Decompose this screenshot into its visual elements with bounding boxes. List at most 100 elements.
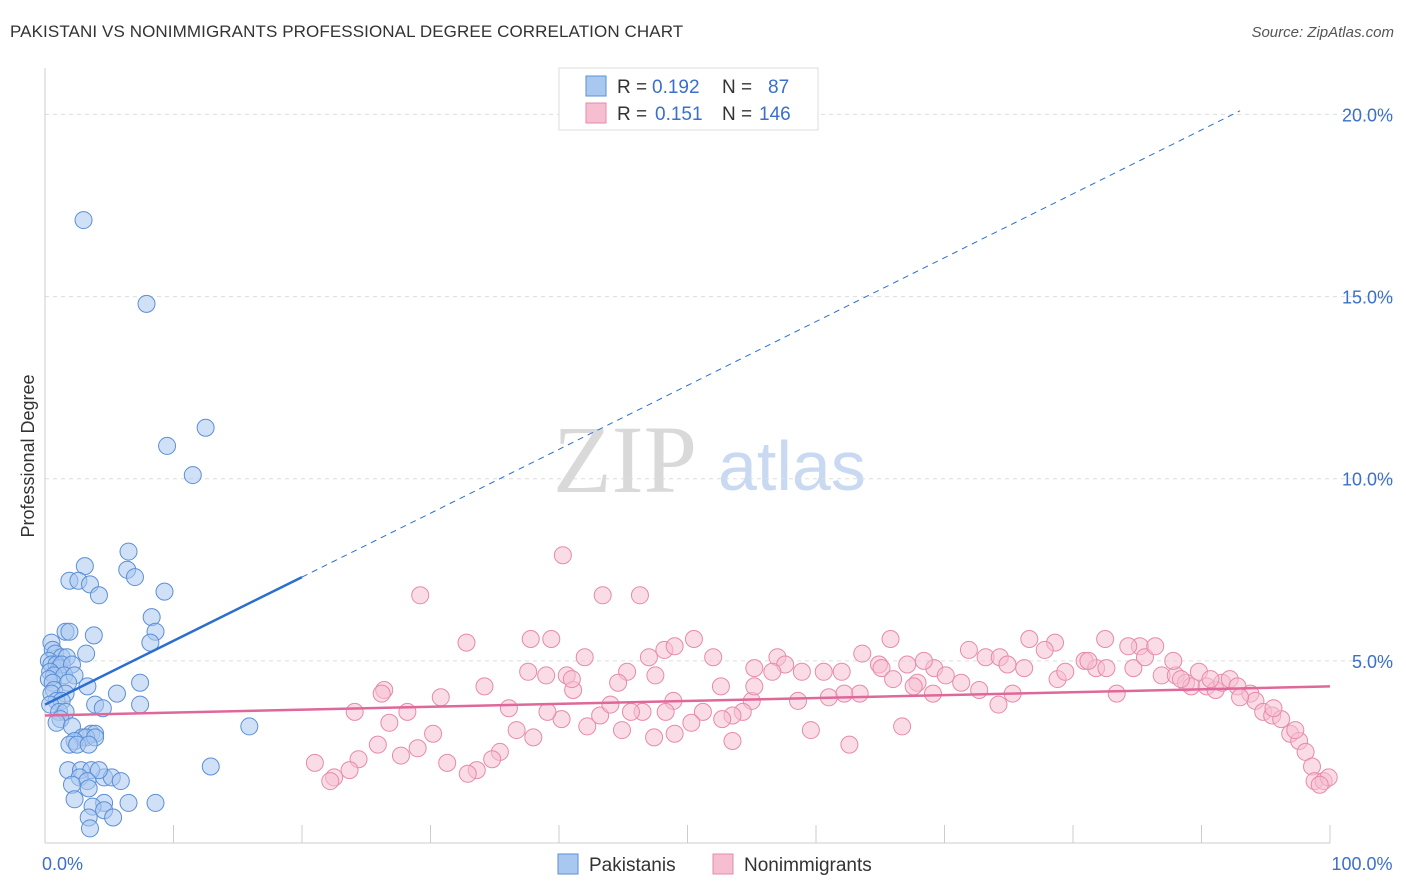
nonimmigrants-point-81 (1119, 637, 1138, 656)
nonimmigrants-point-139 (431, 688, 450, 707)
nonimmigrants-point-33 (884, 670, 903, 689)
x-tick-labels: 0.0% 100.0% (42, 854, 1393, 874)
watermark-atlas: atlas (718, 427, 866, 505)
nonimmigrants-point-143 (840, 735, 859, 754)
pakistanis-point-17 (60, 622, 79, 641)
nonimmigrants-point-79 (1164, 651, 1183, 670)
nonimmigrants-point-99 (789, 691, 808, 710)
nonimmigrants-point-32 (872, 659, 891, 678)
nonimmigrants-point-131 (368, 735, 387, 754)
nonimmigrants-point-137 (345, 702, 364, 721)
source-label: Source: ZipAtlas.com (1251, 24, 1394, 41)
nonimmigrants-point-7 (639, 648, 658, 667)
pakistanis-point-68 (111, 772, 130, 791)
legend-r-value-pink: 0.151 (655, 104, 703, 125)
x-tick-label-0: 0.0% (42, 854, 83, 874)
nonimmigrants-point-85 (1035, 640, 1054, 659)
nonimmigrants-point-73 (1310, 775, 1329, 794)
nonimmigrants-point-122 (483, 750, 502, 769)
legend-swatch-blue (585, 75, 607, 97)
nonimmigrants-point-80 (1146, 637, 1165, 656)
y-tick-label-2: 15.0% (1342, 288, 1393, 308)
pakistanis-point-49 (93, 699, 112, 718)
legend-bottom-swatch-nonimmigrants (712, 853, 734, 875)
nonimmigrants-point-14 (792, 662, 811, 681)
nonimmigrants-point-96 (835, 684, 854, 703)
nonimmigrants-point-117 (552, 710, 571, 729)
pakistanis-point-5 (119, 542, 138, 561)
nonimmigrants-point-5 (521, 630, 540, 648)
legend-bottom-label-pakistanis: Pakistanis (589, 855, 676, 876)
nonimmigrants-point-47 (1107, 684, 1126, 703)
legend-r-label-pink: R = (617, 104, 647, 125)
x-ticks (44, 825, 1331, 843)
nonimmigrants-point-130 (380, 713, 399, 732)
pakistanis-point-3 (158, 436, 177, 455)
pakistanis-point-25 (77, 644, 96, 663)
nonimmigrants-point-35 (904, 677, 923, 696)
pakistanis-point-86 (80, 819, 99, 838)
nonimmigrants-point-10 (684, 630, 703, 648)
series-nonimmigrants-points (305, 546, 1338, 794)
nonimmigrants-point-107 (682, 713, 701, 732)
legend-stats: R = 0.192 N = 87 R = 0.151 N = 146 (558, 67, 819, 131)
nonimmigrants-point-41 (1020, 630, 1039, 648)
nonimmigrants-point-91 (923, 684, 942, 703)
nonimmigrants-point-1 (411, 586, 430, 605)
nonimmigrants-point-3 (630, 586, 649, 605)
nonimmigrants-point-82 (1096, 630, 1115, 648)
nonimmigrants-point-40 (998, 655, 1017, 674)
pakistanis-point-39 (131, 673, 150, 692)
nonimmigrants-point-88 (970, 681, 989, 699)
nonimmigrants-point-115 (578, 717, 597, 736)
legend-bottom-label-nonimmigrants: Nonimmigrants (744, 855, 872, 876)
nonimmigrants-point-110 (645, 728, 664, 747)
y-tick-label-0: 5.0% (1352, 652, 1393, 672)
pakistanis-point-77 (79, 779, 98, 798)
nonimmigrants-point-89 (952, 673, 971, 692)
pakistanis-point-4 (183, 466, 202, 485)
pakistanis-point-18 (84, 626, 103, 645)
pakistanis-point-44 (107, 684, 126, 703)
pakistanis-point-69 (201, 757, 220, 776)
nonimmigrants-point-78 (1171, 670, 1190, 689)
pakistanis-point-73 (89, 761, 108, 780)
nonimmigrants-point-76 (1231, 688, 1250, 707)
trend-lines (44, 110, 1331, 717)
nonimmigrants-point-101 (763, 662, 782, 681)
legend-r-label-blue: R = (617, 77, 647, 98)
nonimmigrants-point-119 (524, 728, 543, 747)
pakistanis-point-85 (104, 808, 123, 827)
nonimmigrants-point-6 (542, 630, 561, 648)
nonimmigrants-point-30 (853, 644, 872, 663)
nonimmigrants-point-94 (881, 630, 900, 648)
nonimmigrants-point-126 (424, 724, 443, 743)
nonimmigrants-point-2 (593, 586, 612, 605)
nonimmigrants-point-92 (914, 651, 933, 670)
legend-swatch-pink (585, 102, 607, 124)
nonimmigrants-point-86 (1015, 659, 1034, 678)
chart-title: PAKISTANI VS NONIMMIGRANTS PROFESSIONAL … (10, 22, 684, 41)
nonimmigrants-point-113 (612, 721, 631, 740)
pakistanis-point-81 (146, 793, 165, 812)
nonimmigrants-point-95 (850, 684, 869, 703)
nonimmigrants-point-15 (575, 648, 594, 667)
pakistanis-point-0 (74, 211, 93, 230)
nonimmigrants-point-77 (1201, 670, 1220, 689)
nonimmigrants-point-9 (665, 637, 684, 656)
legend-bottom-swatch-pakistanis (557, 853, 579, 875)
nonimmigrants-point-13 (745, 659, 764, 678)
pakistanis-point-2 (196, 418, 215, 437)
nonimmigrants-point-28 (814, 662, 833, 681)
y-tick-label-1: 10.0% (1342, 470, 1393, 490)
nonimmigrants-point-118 (538, 702, 557, 721)
nonimmigrants-point-144 (893, 717, 912, 736)
nonimmigrants-point-127 (408, 739, 427, 758)
nonimmigrants-point-106 (693, 702, 712, 721)
nonimmigrants-point-138 (372, 684, 391, 703)
series-pakistanis-points (39, 211, 259, 838)
pakistanis-point-55 (240, 717, 259, 736)
legend-n-value-blue: 87 (768, 77, 789, 98)
pakistanis-point-65 (79, 735, 98, 754)
